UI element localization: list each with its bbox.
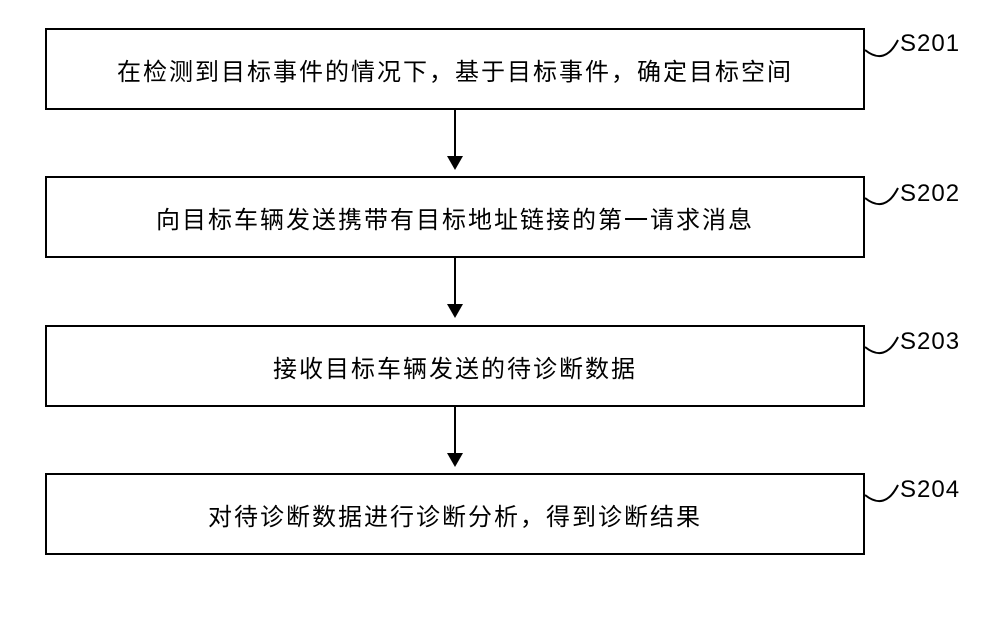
arrow-3 <box>454 407 456 465</box>
arrow-2 <box>454 258 456 316</box>
step-box-2: 向目标车辆发送携带有目标地址链接的第一请求消息 <box>45 176 865 258</box>
step-label-3: S203 <box>900 328 960 356</box>
step-box-4: 对待诊断数据进行诊断分析，得到诊断结果 <box>45 473 865 555</box>
step-box-1: 在检测到目标事件的情况下，基于目标事件，确定目标空间 <box>45 28 865 110</box>
arrow-1 <box>454 110 456 168</box>
step-label-4: S204 <box>900 476 960 504</box>
step-box-3: 接收目标车辆发送的待诊断数据 <box>45 325 865 407</box>
step-label-1: S201 <box>900 30 960 58</box>
step-text-2: 向目标车辆发送携带有目标地址链接的第一请求消息 <box>156 200 754 235</box>
step-text-4: 对待诊断数据进行诊断分析，得到诊断结果 <box>208 497 702 532</box>
step-label-2: S202 <box>900 180 960 208</box>
step-text-3: 接收目标车辆发送的待诊断数据 <box>273 349 637 384</box>
step-text-1: 在检测到目标事件的情况下，基于目标事件，确定目标空间 <box>117 52 793 87</box>
flowchart-container: 在检测到目标事件的情况下，基于目标事件，确定目标空间 S201 向目标车辆发送携… <box>0 0 1000 640</box>
